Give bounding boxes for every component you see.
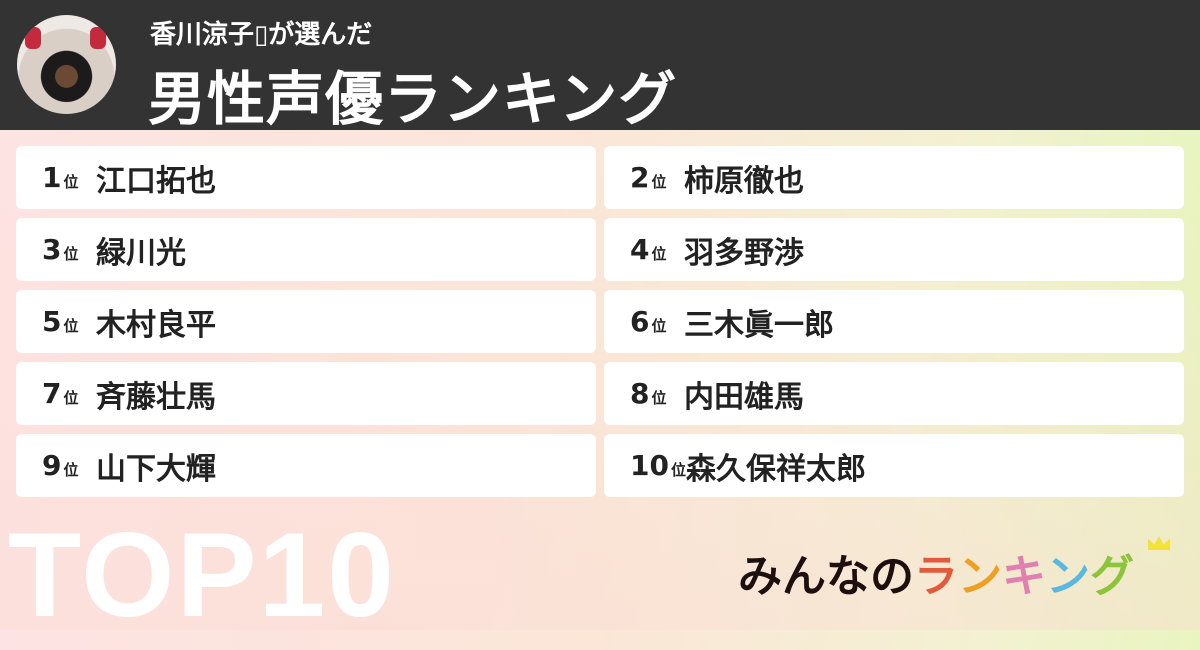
ranking-item[interactable]: 7 位斉藤壮馬: [16, 362, 596, 425]
site-logo: みんなのランキング: [738, 540, 1134, 604]
voice-actor-name: 三木眞一郎: [684, 307, 834, 343]
ranking-item[interactable]: 10 位森久保祥太郎: [604, 434, 1184, 497]
logo-char: の: [870, 551, 914, 602]
voice-actor-name: 江口拓也: [96, 163, 216, 199]
logo-char: ラ: [914, 551, 958, 602]
logo-char: ン: [1046, 551, 1090, 602]
logo-char: ン: [958, 551, 1002, 602]
logo-char: な: [826, 551, 870, 602]
logo-char: み: [738, 551, 782, 602]
voice-actor-name: 緑川光: [96, 235, 186, 271]
voice-actor-name: 柿原徹也: [684, 163, 804, 199]
voice-actor-name: 山下大輝: [96, 451, 216, 487]
subtitle: 香川涼子▯が選んだ: [150, 20, 373, 50]
ranking-list: 1 位江口拓也 2 位柿原徹也 3 位緑川光 4 位羽多野渉 5 位木村良平 6 位三木眞一郎 7 位斉藤…: [16, 146, 1184, 497]
page-title: 男性声優ランキング: [148, 65, 678, 133]
header: 香川涼子▯が選んだ 男性声優ランキング: [0, 0, 1200, 133]
logo-char: グ: [1090, 551, 1134, 602]
logo-char: キ: [1002, 551, 1046, 602]
top10-label: TOP10: [8, 508, 396, 642]
ranking-item[interactable]: 2 位柿原徹也: [604, 146, 1184, 209]
ranking-item[interactable]: 6 位三木眞一郎: [604, 290, 1184, 353]
ranking-item[interactable]: 4 位羽多野渉: [604, 218, 1184, 281]
voice-actor-name: 内田雄馬: [684, 379, 804, 415]
ranking-item[interactable]: 5 位木村良平: [16, 290, 596, 353]
ranking-item[interactable]: 3 位緑川光: [16, 218, 596, 281]
ranking-item[interactable]: 1 位江口拓也: [16, 146, 596, 209]
ranking-item[interactable]: 8 位内田雄馬: [604, 362, 1184, 425]
avatar: [17, 15, 116, 114]
voice-actor-name: 斉藤壮馬: [96, 379, 216, 415]
voice-actor-name: 羽多野渉: [684, 235, 804, 271]
logo-char: ん: [782, 551, 826, 602]
voice-actor-name: 森久保祥太郎: [685, 451, 866, 487]
rank-number: 10 位: [630, 449, 686, 482]
ranking-item[interactable]: 9 位山下大輝: [16, 434, 596, 497]
voice-actor-name: 木村良平: [96, 307, 216, 343]
